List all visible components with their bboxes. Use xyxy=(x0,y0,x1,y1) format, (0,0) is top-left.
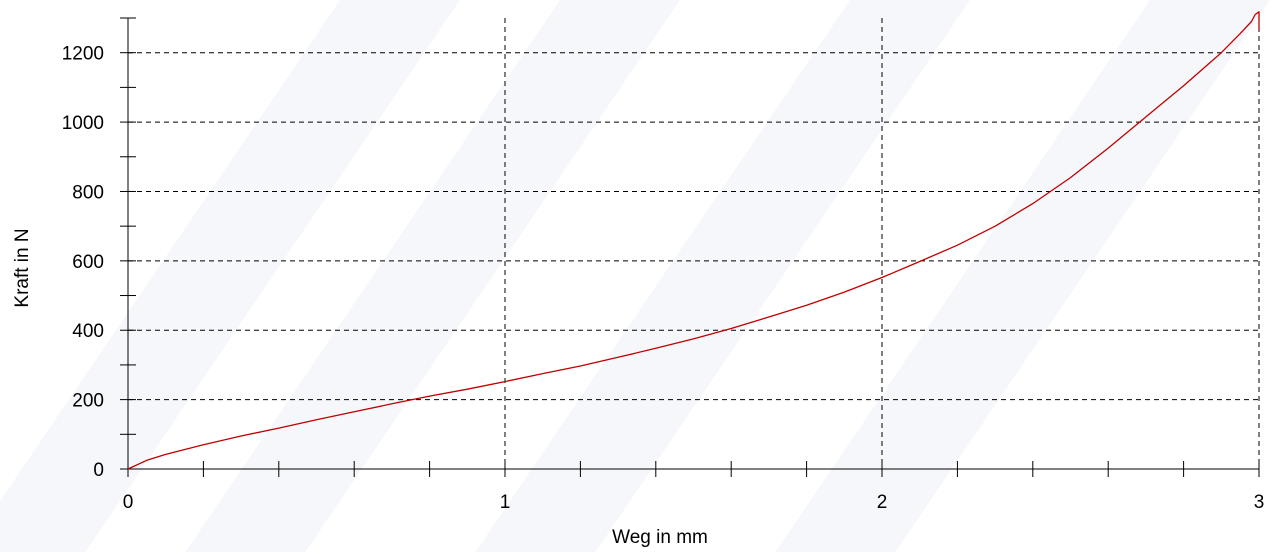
x-tick-label: 3 xyxy=(1254,492,1265,513)
x-tick-label: 2 xyxy=(877,492,888,513)
watermark-stripe xyxy=(0,0,460,552)
y-tick-label: 1000 xyxy=(62,113,104,134)
axes xyxy=(120,17,1260,477)
grid xyxy=(128,18,1260,469)
y-tick-label: 600 xyxy=(72,252,104,273)
x-tick-label: 0 xyxy=(123,492,134,513)
y-tick-label: 800 xyxy=(72,182,104,203)
watermark-stripe xyxy=(475,0,970,552)
tick-labels: 0 200 400 600 800 1000 1200 0 1 2 3 xyxy=(62,44,1265,513)
x-axis-title: Weg in mm xyxy=(612,527,708,548)
watermark-stripe xyxy=(185,0,680,552)
series-layer xyxy=(127,11,1260,470)
series-line xyxy=(127,11,1260,470)
y-tick-label: 0 xyxy=(93,460,104,481)
y-tick-label: 1200 xyxy=(62,44,104,65)
x-tick-label: 1 xyxy=(500,492,511,513)
watermark-stripe xyxy=(775,0,1270,552)
y-tick-label: 200 xyxy=(72,391,104,412)
y-axis-title: Kraft in N xyxy=(12,228,33,307)
y-tick-label: 400 xyxy=(72,321,104,342)
